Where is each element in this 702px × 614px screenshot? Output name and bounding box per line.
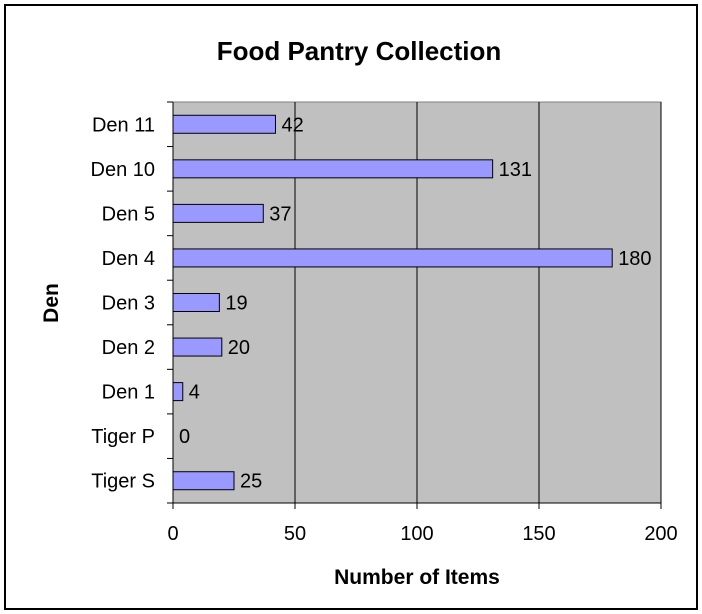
y-tick-label: Den 11 xyxy=(92,114,155,136)
data-label: 0 xyxy=(179,426,190,448)
data-label: 180 xyxy=(618,248,651,270)
data-label: 4 xyxy=(189,382,200,404)
y-tick-labels: Den 11 Den 10 Den 5 Den 4 Den 3 Den 2 Den 1 Tig… xyxy=(91,114,156,492)
data-label: 42 xyxy=(281,114,303,136)
bar xyxy=(172,114,276,134)
y-tick-label: Den 10 xyxy=(91,159,156,181)
x-tick-label: 150 xyxy=(522,523,555,545)
bar xyxy=(172,159,494,179)
y-tick-label: Den 1 xyxy=(102,382,155,404)
bar xyxy=(172,337,223,357)
x-tick-label: 200 xyxy=(644,523,677,545)
x-tick-labels: 0 50 100 150 200 xyxy=(167,523,677,545)
data-label: 131 xyxy=(499,159,532,181)
axes xyxy=(167,101,662,509)
x-tick-label: 0 xyxy=(167,523,178,545)
bar xyxy=(172,203,264,223)
chart-title: Food Pantry Collection xyxy=(217,36,502,66)
data-label: 19 xyxy=(225,293,247,315)
y-tick-label: Tiger S xyxy=(91,471,155,493)
x-tick-label: 50 xyxy=(284,523,306,545)
y-axis-title: Den xyxy=(40,283,63,323)
bars xyxy=(172,114,613,491)
y-tick-label: Den 2 xyxy=(102,337,155,359)
data-label: 37 xyxy=(269,203,291,225)
y-tick-label: Tiger P xyxy=(91,426,155,448)
y-tick-label: Den 3 xyxy=(102,293,155,315)
bar xyxy=(172,248,613,268)
bar xyxy=(172,382,184,402)
data-label: 20 xyxy=(228,337,250,359)
y-tick-label: Den 4 xyxy=(102,248,155,270)
data-label: 25 xyxy=(240,471,262,493)
x-axis-title: Number of Items xyxy=(334,566,500,589)
bar xyxy=(172,293,220,312)
data-labels: 42 131 37 180 19 20 4 0 25 xyxy=(179,114,652,492)
y-tick-label: Den 5 xyxy=(102,203,155,225)
bar xyxy=(172,471,235,491)
x-tick-label: 100 xyxy=(400,523,433,545)
